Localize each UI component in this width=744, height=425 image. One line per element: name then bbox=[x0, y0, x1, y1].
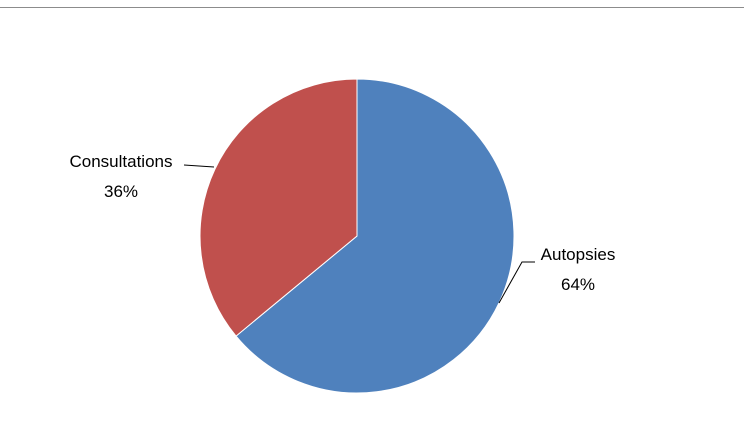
leader-line-autopsies bbox=[498, 261, 535, 304]
leader-line-consultations bbox=[183, 164, 215, 168]
label-autopsies: Autopsies 64% bbox=[541, 245, 616, 294]
leader-lines bbox=[183, 164, 535, 304]
slice-percent-consultations: 36% bbox=[104, 182, 138, 201]
label-consultations: Consultations 36% bbox=[69, 152, 172, 201]
pie-slices bbox=[199, 78, 515, 394]
pie-slice-consultations bbox=[199, 78, 358, 337]
slice-percent-autopsies: 64% bbox=[561, 275, 595, 294]
slice-label-autopsies: Autopsies bbox=[541, 245, 616, 264]
slice-label-consultations: Consultations bbox=[69, 152, 172, 171]
top-divider bbox=[0, 7, 744, 8]
